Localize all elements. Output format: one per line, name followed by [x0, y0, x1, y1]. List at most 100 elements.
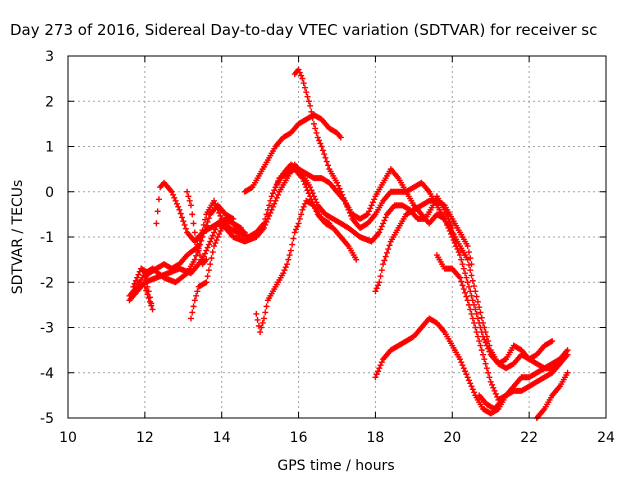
y-tick-label: 1 [45, 140, 54, 156]
data-point-marker [313, 129, 320, 136]
data-point-marker [471, 283, 478, 290]
data-point-marker [471, 389, 478, 396]
data-point-marker [145, 288, 152, 295]
data-point-marker [308, 108, 315, 115]
data-point-marker [473, 293, 480, 300]
data-point-marker [319, 147, 326, 154]
data-point-marker [181, 221, 188, 228]
data-point-marker [212, 200, 219, 207]
data-point-marker [314, 134, 321, 141]
data-point-marker [462, 270, 469, 277]
data-point-marker [303, 89, 310, 96]
data-point-marker [300, 80, 307, 87]
series-arc-8 [241, 111, 344, 195]
data-point-marker [257, 329, 264, 336]
data-point-marker [208, 255, 215, 262]
data-point-marker [469, 315, 476, 322]
y-axis-label: SDTVAR / TECUs [10, 180, 26, 295]
data-point-marker [262, 309, 269, 316]
data-point-marker [298, 72, 305, 79]
data-point-marker [367, 205, 374, 212]
data-point-marker [468, 383, 475, 390]
data-point-marker [322, 154, 329, 161]
data-point-marker [477, 342, 484, 349]
data-point-marker [467, 267, 474, 274]
data-point-marker [380, 220, 387, 227]
data-point-marker [217, 227, 224, 234]
data-point-marker [337, 134, 344, 141]
data-point-marker [286, 252, 293, 259]
data-point-marker [284, 261, 291, 268]
data-point-marker [214, 234, 221, 240]
data-point-marker [307, 184, 314, 191]
data-point-marker [202, 280, 209, 287]
data-point-marker [130, 283, 137, 290]
data-point-marker [193, 252, 200, 259]
data-point-marker [204, 244, 211, 251]
data-point-marker [456, 356, 463, 363]
data-point-marker [294, 223, 301, 230]
data-point-marker [177, 210, 184, 217]
series-arc-4 [141, 265, 156, 313]
data-point-marker [386, 242, 393, 249]
data-point-marker [382, 214, 389, 221]
data-point-marker [216, 230, 223, 237]
series-arc-9 [253, 197, 333, 336]
x-tick-label: 20 [443, 430, 461, 446]
data-point-marker [463, 293, 470, 300]
data-point-marker [209, 249, 216, 256]
data-point-marker [323, 158, 330, 165]
data-point-marker [149, 265, 156, 272]
data-point-marker [299, 75, 306, 82]
data-point-marker [296, 69, 303, 76]
y-tick-label: 2 [45, 94, 54, 110]
data-point-marker [299, 206, 306, 213]
data-point-marker [200, 221, 207, 228]
data-point-marker [372, 374, 379, 381]
data-point-marker [467, 380, 474, 387]
data-point-marker [287, 247, 294, 254]
data-point-marker [326, 220, 333, 227]
data-point-marker [134, 274, 141, 281]
data-point-marker [263, 303, 270, 310]
y-tick-label: -3 [40, 321, 54, 337]
data-point-marker [309, 190, 316, 197]
data-point-marker [295, 220, 302, 227]
data-point-marker [474, 315, 481, 322]
data-point-marker [454, 246, 461, 253]
data-point-marker [176, 206, 183, 213]
data-point-marker [171, 194, 178, 201]
data-points [126, 66, 571, 421]
data-point-marker [468, 310, 475, 317]
data-point-marker [366, 208, 373, 215]
y-tick-label: 0 [45, 185, 54, 201]
data-point-marker [212, 240, 219, 247]
data-point-marker [368, 202, 375, 209]
data-point-marker [193, 292, 200, 299]
data-point-marker [202, 216, 209, 223]
data-point-marker [241, 229, 248, 236]
data-point-marker [369, 199, 376, 206]
data-point-marker [377, 273, 384, 280]
data-point-marker [149, 306, 156, 313]
x-tick-label: 18 [367, 430, 385, 446]
data-point-marker [469, 386, 476, 393]
data-point-marker [440, 215, 447, 222]
data-point-marker [272, 197, 279, 204]
data-point-marker [464, 279, 471, 286]
data-point-marker [468, 261, 475, 268]
data-point-marker [481, 356, 488, 363]
data-point-marker [263, 218, 270, 225]
data-point-marker [310, 120, 317, 127]
data-point-marker [170, 191, 177, 198]
data-point-marker [300, 203, 307, 210]
data-point-marker [465, 249, 472, 256]
data-point-marker [476, 338, 483, 345]
data-point-marker [473, 329, 480, 336]
data-point-marker [462, 289, 469, 296]
data-point-marker [187, 202, 194, 209]
data-point-marker [487, 378, 494, 385]
data-point-marker [304, 93, 311, 100]
data-point-marker [213, 203, 220, 210]
